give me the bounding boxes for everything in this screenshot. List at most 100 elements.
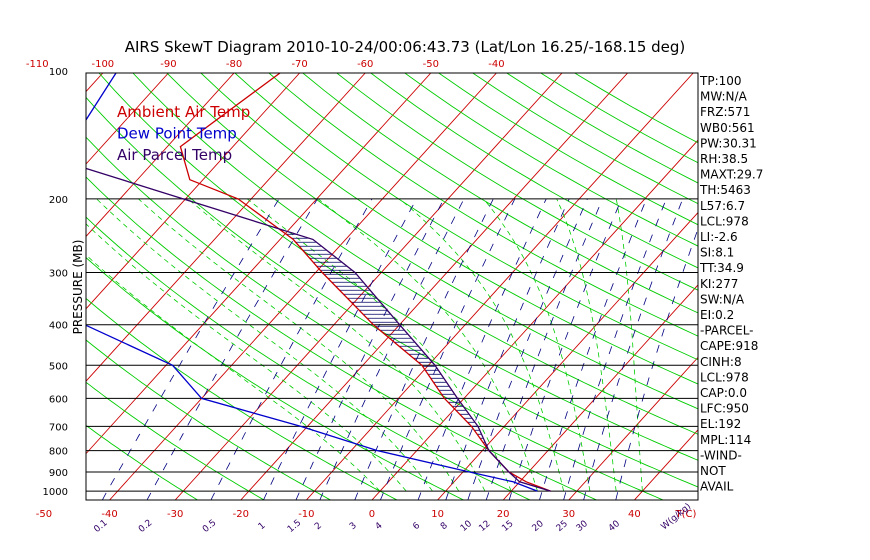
dry-adiabat xyxy=(86,381,265,500)
temp-tick-top: -100 xyxy=(91,59,114,70)
mixing-ratio-label: 0.2 xyxy=(137,518,154,535)
index-entry: TT:34.9 xyxy=(699,261,744,275)
mixing-ratio-line xyxy=(615,227,698,500)
isotherm-line xyxy=(240,73,628,500)
mixing-ratio-label: 40 xyxy=(607,519,622,534)
dry-adiabat xyxy=(200,73,698,385)
index-entry: MAXT:29.7 xyxy=(700,168,763,182)
grid-lines xyxy=(0,73,698,500)
mixing-ratio-line xyxy=(146,198,318,500)
mixing-ratio-label: 10 xyxy=(459,519,474,534)
isotherm-line xyxy=(86,73,366,382)
temp-tick-top: -90 xyxy=(160,59,176,70)
dry-adiabat xyxy=(86,216,531,500)
index-entry: SW:N/A xyxy=(700,292,745,306)
index-entry: EL:192 xyxy=(700,417,741,431)
cape-hatching xyxy=(280,229,487,447)
pressure-tick-label: 300 xyxy=(49,269,68,280)
temp-tick-top: -60 xyxy=(357,59,373,70)
index-entry: SI:8.1 xyxy=(700,246,734,260)
temp-tick-bottom: -30 xyxy=(167,509,183,520)
pressure-tick-label: 700 xyxy=(49,422,68,433)
mixing-ratio-line xyxy=(263,198,417,500)
index-entry: L57:6.7 xyxy=(700,199,745,213)
temp-tick-top: -80 xyxy=(226,59,242,70)
mixing-ratio-line xyxy=(319,198,465,500)
mixing-ratio-line xyxy=(380,198,516,500)
dry-adiabat xyxy=(268,73,698,337)
y-axis-label: PRESSURE (MB) xyxy=(71,240,85,335)
temp-tick-bottom: 10 xyxy=(431,509,444,520)
index-entry: EI:0.2 xyxy=(700,308,734,322)
isotherm-line xyxy=(174,73,563,500)
pressure-tick-label: 100 xyxy=(49,67,68,78)
pressure-tick-label: 800 xyxy=(49,447,68,458)
air-parcel-temp-line xyxy=(86,167,551,492)
temp-tick-top: -40 xyxy=(488,59,504,70)
dry-adiabat xyxy=(98,73,698,461)
temp-tick-bottom: -10 xyxy=(298,509,314,520)
moist-adiabat xyxy=(247,198,512,492)
isotherm-line xyxy=(0,73,37,500)
temp-tick-bottom: -40 xyxy=(101,509,117,520)
pressure-tick-label: 200 xyxy=(49,195,68,206)
mixing-ratio-line xyxy=(354,198,494,500)
temp-tick-bottom: 40 xyxy=(628,509,641,520)
temp-tick-top: -70 xyxy=(291,59,307,70)
dry-adiabat xyxy=(86,297,398,500)
pressure-tick-label: 1000 xyxy=(43,487,68,498)
moist-adiabat xyxy=(138,198,460,492)
mixing-ratio-label: 1 xyxy=(257,521,268,532)
isotherm-line xyxy=(86,73,169,165)
index-entry: CAPE:918 xyxy=(700,339,758,353)
temp-tick-bottom: 20 xyxy=(497,509,510,520)
pressure-tick-label: 500 xyxy=(49,361,68,372)
mixing-ratio-label: 1.5 xyxy=(286,518,303,535)
index-entry: LFC:950 xyxy=(700,402,749,416)
dry-adiabat xyxy=(234,73,698,361)
mixing-ratio-line xyxy=(583,198,684,500)
dry-adiabat xyxy=(370,73,698,269)
index-entry: WB0:561 xyxy=(700,121,755,135)
pressure-tick-label: 600 xyxy=(49,394,68,405)
mixing-ratio-label: 0.1 xyxy=(92,518,109,535)
dry-adiabat xyxy=(438,73,698,226)
dry-adiabat xyxy=(302,73,698,314)
index-entry: NOT xyxy=(700,464,726,478)
mixing-ratio-line xyxy=(101,198,280,500)
mixing-ratio-line xyxy=(445,198,570,500)
mixing-ratio-line xyxy=(295,198,445,500)
dew-point-temp-line xyxy=(86,73,538,492)
index-entry: -WIND- xyxy=(700,448,742,462)
temp-tick-bottom: -20 xyxy=(233,509,249,520)
dry-adiabat xyxy=(404,73,698,247)
temp-tick-top: -50 xyxy=(423,59,439,70)
index-entry: LCL:978 xyxy=(700,370,749,384)
temp-tick-bottom: 30 xyxy=(562,509,575,520)
index-entry: -PARCEL- xyxy=(700,324,754,338)
mixing-ratio-label: 25 xyxy=(555,519,570,534)
pressure-tick-label: 400 xyxy=(49,321,68,332)
index-entry: RH:38.5 xyxy=(700,152,748,166)
temp-tick-top: -110 xyxy=(26,59,49,70)
isotherm-line xyxy=(86,73,432,455)
dry-adiabat xyxy=(166,73,698,410)
moist-adiabat xyxy=(86,254,381,492)
dry-adiabat xyxy=(472,73,698,205)
isotherm-line xyxy=(86,73,300,310)
legend-entry: Ambient Air Temp xyxy=(117,103,250,121)
isotherm-line xyxy=(502,284,698,500)
pressure-tick-label: 900 xyxy=(49,468,68,479)
mixing-ratio-label: 6 xyxy=(411,521,422,533)
moist-adiabat xyxy=(96,198,433,492)
mixing-ratio-line xyxy=(210,198,373,500)
isotherm-line xyxy=(109,73,497,500)
mixing-ratio-label: 20 xyxy=(531,519,546,534)
sounding-series xyxy=(86,73,551,492)
mixing-ratio-line xyxy=(563,198,667,500)
dry-adiabat xyxy=(86,136,664,500)
legend-entry: Air Parcel Temp xyxy=(117,146,232,164)
mixing-ratio-label: 12 xyxy=(477,519,492,534)
index-entry: KI:277 xyxy=(700,277,738,291)
